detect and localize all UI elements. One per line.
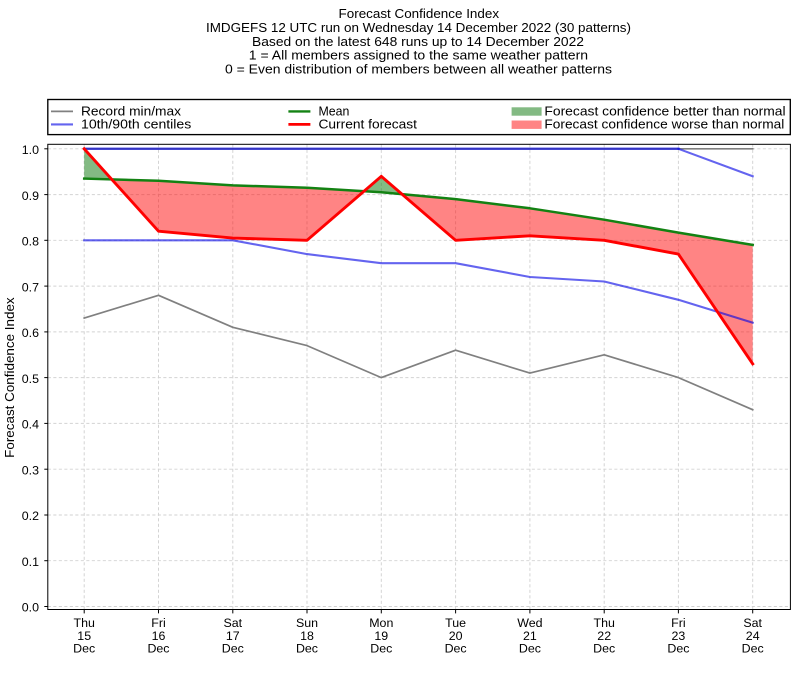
svg-text:IMDGEFS 12 UTC run on Wednesda: IMDGEFS 12 UTC run on Wednesday 14 Decem…	[206, 21, 631, 35]
svg-text:Record min/max: Record min/max	[81, 105, 182, 119]
svg-text:1 = All members assigned to th: 1 = All members assigned to the same wea…	[249, 49, 588, 63]
svg-text:Forecast Confidence Index: Forecast Confidence Index	[3, 297, 17, 458]
svg-text:Mean: Mean	[319, 105, 350, 119]
svg-text:0.2: 0.2	[22, 509, 39, 523]
svg-text:0.3: 0.3	[22, 463, 39, 477]
svg-text:0.8: 0.8	[22, 235, 39, 249]
svg-text:Based on the latest 648 runs u: Based on the latest 648 runs up to 14 De…	[252, 35, 584, 49]
svg-text:10th/90th centiles: 10th/90th centiles	[81, 118, 191, 132]
svg-text:0.7: 0.7	[22, 280, 39, 294]
svg-text:0.0: 0.0	[22, 601, 39, 615]
svg-text:Forecast confidence worse than: Forecast confidence worse than normal	[544, 118, 784, 132]
svg-text:Forecast confidence better tha: Forecast confidence better than normal	[544, 105, 785, 119]
svg-text:0.5: 0.5	[22, 372, 39, 386]
svg-text:Current forecast: Current forecast	[319, 118, 418, 132]
svg-text:0 = Even distribution of membe: 0 = Even distribution of members between…	[225, 62, 612, 76]
svg-text:1.0: 1.0	[22, 143, 39, 157]
svg-text:Forecast Confidence Index: Forecast Confidence Index	[339, 7, 500, 21]
svg-text:0.1: 0.1	[22, 555, 39, 569]
svg-text:0.9: 0.9	[22, 189, 39, 203]
svg-text:0.6: 0.6	[22, 326, 39, 340]
svg-text:0.4: 0.4	[22, 418, 39, 432]
